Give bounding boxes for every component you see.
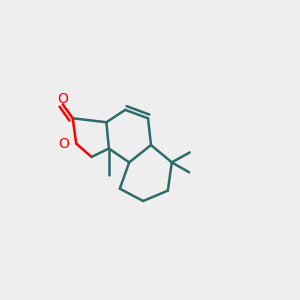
- Text: O: O: [58, 136, 69, 151]
- Text: O: O: [57, 92, 68, 106]
